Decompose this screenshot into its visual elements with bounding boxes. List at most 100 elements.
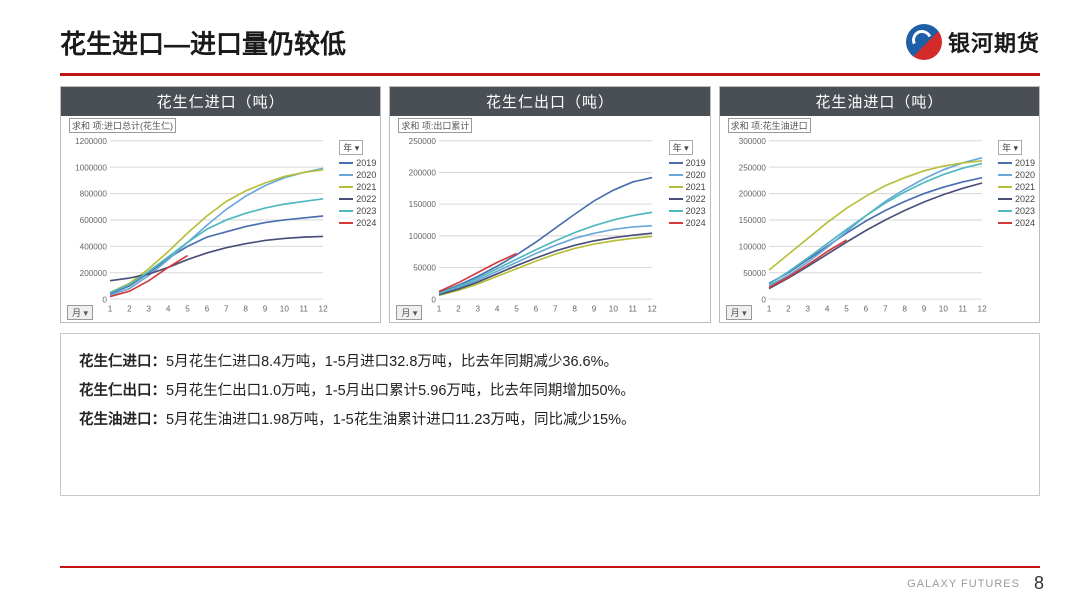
brand-logo-text: 银河期货 — [948, 26, 1040, 58]
legend-year-label: 2020 — [686, 169, 706, 181]
header-rule — [60, 73, 1040, 76]
legend-swatch — [998, 162, 1012, 164]
chart-panel: 花生仁出口（吨） 求和 项:出口累计年 ▾ 20192020202120222023… — [389, 86, 710, 323]
svg-text:7: 7 — [883, 305, 888, 314]
notes-panel: 花生仁进口：5月花生仁进口8.4万吨，1-5月进口32.8万吨，比去年同期减少3… — [60, 333, 1040, 496]
legend-year-label: 2024 — [686, 217, 706, 229]
chart-x-label: 月 ▾ — [396, 305, 422, 320]
legend-swatch — [998, 198, 1012, 200]
legend-item: 2019 — [998, 157, 1035, 169]
legend-swatch — [339, 210, 353, 212]
svg-text:250000: 250000 — [738, 163, 766, 172]
svg-text:100000: 100000 — [409, 232, 437, 241]
svg-text:300000: 300000 — [738, 137, 766, 146]
footer-brand: GALAXY FUTURES — [907, 578, 1020, 590]
title-main: 花生进口 — [60, 29, 164, 59]
svg-text:10: 10 — [280, 305, 290, 314]
legend-year-label: 2020 — [1015, 169, 1035, 181]
series-line — [769, 158, 982, 286]
svg-text:0: 0 — [761, 295, 766, 304]
legend-swatch — [998, 222, 1012, 224]
chart-svg: 0500001000001500002000002500003000001234… — [726, 122, 1033, 320]
chart-body: 求和 项:花生油进口年 ▾ 201920202021202220232024 月 ▾… — [720, 116, 1039, 322]
legend-item: 2023 — [669, 205, 706, 217]
svg-text:1: 1 — [108, 305, 113, 314]
legend-year-label: 2024 — [356, 217, 376, 229]
chart-legend: 年 ▾ 201920202021202220232024 — [669, 140, 706, 229]
legend-item: 2020 — [669, 169, 706, 181]
svg-text:4: 4 — [825, 305, 830, 314]
svg-text:0: 0 — [102, 295, 107, 304]
svg-text:1: 1 — [437, 305, 442, 314]
series-line — [110, 199, 323, 293]
chart-x-label: 月 ▾ — [726, 305, 752, 320]
svg-text:600000: 600000 — [80, 216, 108, 225]
svg-text:5: 5 — [515, 305, 520, 314]
legend-swatch — [998, 174, 1012, 176]
series-line — [110, 170, 323, 293]
svg-text:150000: 150000 — [738, 216, 766, 225]
legend-swatch — [998, 186, 1012, 188]
legend-item: 2019 — [669, 157, 706, 169]
svg-text:5: 5 — [185, 305, 190, 314]
legend-item: 2022 — [669, 193, 706, 205]
legend-item: 2019 — [339, 157, 376, 169]
legend-item: 2023 — [339, 205, 376, 217]
legend-title: 年 ▾ — [669, 140, 693, 155]
svg-text:1000000: 1000000 — [75, 163, 107, 172]
page-title: 花生进口—进口量仍较低 — [60, 24, 346, 61]
svg-text:200000: 200000 — [738, 190, 766, 199]
svg-text:400000: 400000 — [80, 242, 108, 251]
legend-swatch — [669, 198, 683, 200]
chart-y-label: 求和 项:出口累计 — [398, 118, 472, 133]
chart-y-label: 求和 项:花生油进口 — [728, 118, 811, 133]
chart-body: 求和 项:出口累计年 ▾201920202021202220232024月 ▾0… — [390, 116, 709, 322]
svg-text:6: 6 — [534, 305, 539, 314]
svg-text:800000: 800000 — [80, 190, 108, 199]
legend-swatch — [339, 198, 353, 200]
svg-text:6: 6 — [863, 305, 868, 314]
chart-title: 花生油进口（吨） — [720, 87, 1039, 116]
chart-svg: 0200000400000600000800000100000012000001… — [67, 122, 374, 320]
svg-text:100000: 100000 — [738, 242, 766, 251]
title-sub: 进口量仍较低 — [190, 29, 346, 59]
note-label: 花生仁进口： — [79, 354, 166, 370]
legend-year-label: 2023 — [356, 205, 376, 217]
legend-year-label: 2021 — [1015, 181, 1035, 193]
note-label: 花生油进口： — [79, 412, 166, 428]
svg-text:6: 6 — [205, 305, 210, 314]
svg-text:3: 3 — [146, 305, 151, 314]
legend-item: 2023 — [998, 205, 1035, 217]
legend-year-label: 2024 — [1015, 217, 1035, 229]
svg-text:1200000: 1200000 — [75, 137, 107, 146]
svg-text:50000: 50000 — [743, 269, 766, 278]
svg-text:2: 2 — [127, 305, 132, 314]
chart-legend: 年 ▾ 201920202021202220232024 — [998, 140, 1035, 229]
svg-text:11: 11 — [299, 305, 308, 314]
chart-title: 花生仁进口（吨） — [61, 87, 380, 116]
legend-swatch — [339, 162, 353, 164]
chart-body: 求和 项:进口总计(花生仁)年 ▾20192020202120222023202… — [61, 116, 380, 322]
chart-panel: 花生仁进口（吨）求和 项:进口总计(花生仁)年 ▾201920202021202… — [60, 86, 381, 323]
series-line — [769, 240, 846, 288]
brand-logo: 银河期货 — [906, 24, 1040, 60]
svg-text:11: 11 — [958, 305, 967, 314]
legend-item: 2020 — [998, 169, 1035, 181]
legend-year-label: 2022 — [1015, 193, 1035, 205]
svg-text:50000: 50000 — [414, 264, 437, 273]
chart-title: 花生仁出口（吨） — [390, 87, 709, 116]
legend-swatch — [339, 174, 353, 176]
svg-text:4: 4 — [166, 305, 171, 314]
legend-year-label: 2021 — [686, 181, 706, 193]
svg-text:3: 3 — [805, 305, 810, 314]
legend-item: 2024 — [669, 217, 706, 229]
charts-row: 花生仁进口（吨）求和 项:进口总计(花生仁)年 ▾201920202021202… — [0, 86, 1080, 323]
legend-item: 2021 — [998, 181, 1035, 193]
chart-legend: 年 ▾201920202021202220232024 — [339, 140, 376, 229]
legend-year-label: 2019 — [686, 157, 706, 169]
footer: GALAXY FUTURES 8 — [0, 573, 1080, 594]
legend-swatch — [669, 162, 683, 164]
svg-text:12: 12 — [319, 305, 329, 314]
svg-text:150000: 150000 — [409, 200, 437, 209]
legend-title: 年 ▾ — [998, 140, 1022, 155]
